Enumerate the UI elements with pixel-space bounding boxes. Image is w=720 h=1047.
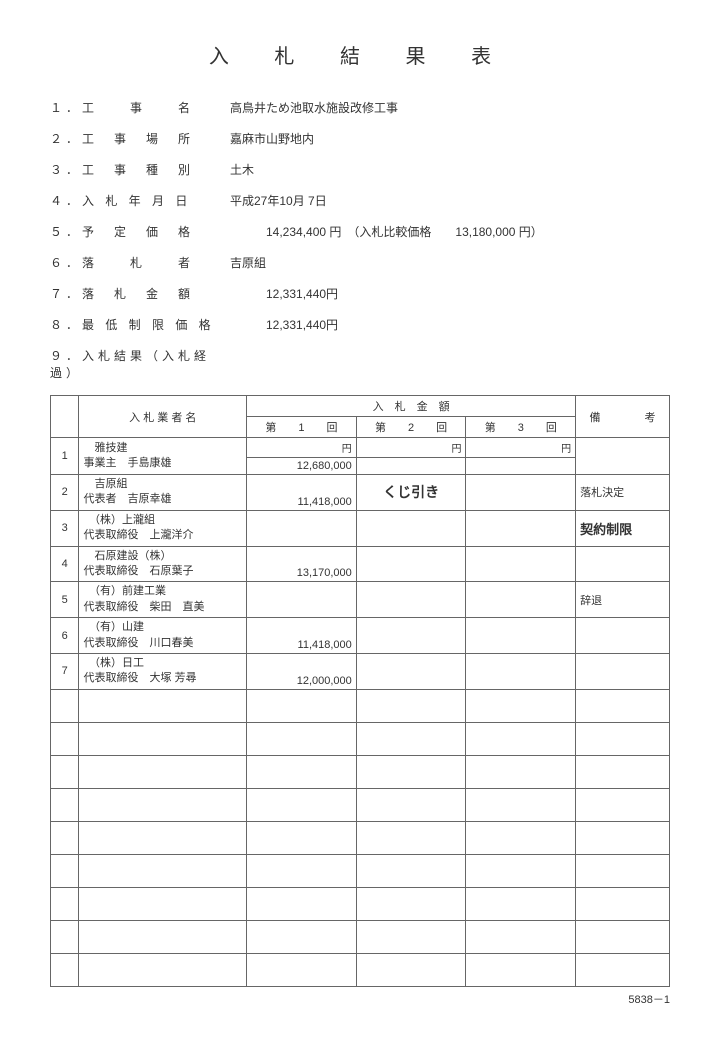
table-row <box>51 821 670 854</box>
yen-label: 円 <box>466 438 576 458</box>
info-row: ６．落 札 者吉原組 <box>50 254 670 271</box>
hdr-round2: 第 2 回 <box>356 417 466 438</box>
amount-r3 <box>466 653 576 689</box>
info-row: ３．工 事 種 別土木 <box>50 161 670 178</box>
amount-r3 <box>466 618 576 654</box>
yen-label: 円 <box>356 438 466 458</box>
amount-r1: 13,170,000 <box>247 546 357 582</box>
amount-r1 <box>247 582 357 618</box>
bid-table: 入 札 業 者 名 入 札 金 額 備 考 第 1 回 第 2 回 第 3 回 … <box>50 395 670 987</box>
hdr-amount-group: 入 札 金 額 <box>247 396 576 417</box>
row-no: 4 <box>51 546 79 582</box>
info-value: 14,234,400 円 （入札比較価格 13,180,000 円） <box>230 223 670 240</box>
info-block: １．工 事 名高鳥井ため池取水施設改修工事２．工 事 場 所嘉麻市山野地内３．工… <box>50 99 670 381</box>
bidder-name: （株）日工代表取締役 大塚 芳尋 <box>79 653 247 689</box>
info-value: 12,331,440円 <box>230 316 670 333</box>
info-label: ８．最 低 制 限 価 格 <box>50 316 230 333</box>
amount-r1 <box>247 510 357 546</box>
row-no: 7 <box>51 653 79 689</box>
table-row <box>51 953 670 986</box>
table-row <box>51 722 670 755</box>
table-row <box>51 854 670 887</box>
remark-cell: 辞退 <box>576 582 670 618</box>
amount-r3 <box>466 582 576 618</box>
remark-cell <box>576 438 670 475</box>
row-no: 3 <box>51 510 79 546</box>
info-row: ５．予 定 価 格 14,234,400 円 （入札比較価格 13,180,00… <box>50 223 670 240</box>
amount-r3 <box>466 475 576 511</box>
amount-r1: 12,000,000 <box>247 653 357 689</box>
info-value: 高鳥井ため池取水施設改修工事 <box>230 99 670 116</box>
table-row <box>51 887 670 920</box>
info-value <box>230 347 670 381</box>
remark-cell: 契約制限 <box>576 510 670 546</box>
info-row: ９．入札結果（入札経過） <box>50 347 670 381</box>
amount-r1: 12,680,000 <box>247 458 357 475</box>
hdr-bidder: 入 札 業 者 名 <box>79 396 247 438</box>
bidder-name: 吉原組代表者 吉原幸雄 <box>79 475 247 511</box>
remark-cell <box>576 618 670 654</box>
bidder-name: 石原建設（株）代表取締役 石原葉子 <box>79 546 247 582</box>
row-no: 6 <box>51 618 79 654</box>
amount-r2 <box>356 510 466 546</box>
info-label: ２．工 事 場 所 <box>50 130 230 147</box>
info-value: 嘉麻市山野地内 <box>230 130 670 147</box>
amount-r2: くじ引き <box>356 475 466 511</box>
row-no: 2 <box>51 475 79 511</box>
amount-r2 <box>356 653 466 689</box>
amount-r2 <box>356 582 466 618</box>
info-label: ３．工 事 種 別 <box>50 161 230 178</box>
amount-r2 <box>356 546 466 582</box>
page-title: 入 札 結 果 表 <box>50 40 670 69</box>
bidder-name: （有）山建代表取締役 川口春美 <box>79 618 247 654</box>
info-label: ７．落 札 金 額 <box>50 285 230 302</box>
info-value: 土木 <box>230 161 670 178</box>
amount-r2 <box>356 618 466 654</box>
table-row <box>51 788 670 821</box>
row-no: 5 <box>51 582 79 618</box>
hdr-round3: 第 3 回 <box>466 417 576 438</box>
info-label: ９．入札結果（入札経過） <box>50 347 230 381</box>
amount-r3 <box>466 458 576 475</box>
remark-cell <box>576 653 670 689</box>
amount-r1: 11,418,000 <box>247 475 357 511</box>
table-row <box>51 920 670 953</box>
bidder-name: （有）前建工業代表取締役 柴田 直美 <box>79 582 247 618</box>
info-value: 12,331,440円 <box>230 285 670 302</box>
info-label: ６．落 札 者 <box>50 254 230 271</box>
table-row <box>51 755 670 788</box>
page-number: 5838－1 <box>50 991 670 1007</box>
info-row: １．工 事 名高鳥井ため池取水施設改修工事 <box>50 99 670 116</box>
amount-r3 <box>466 546 576 582</box>
info-row: ４．入 札 年 月 日平成27年10月 7日 <box>50 192 670 209</box>
info-row: ８．最 低 制 限 価 格 12,331,440円 <box>50 316 670 333</box>
hdr-remark: 備 考 <box>576 396 670 438</box>
amount-r2 <box>356 458 466 475</box>
yen-label: 円 <box>247 438 357 458</box>
table-row <box>51 689 670 722</box>
row-no: 1 <box>51 438 79 475</box>
bidder-name: （株）上瀧組代表取締役 上瀧洋介 <box>79 510 247 546</box>
remark-cell <box>576 546 670 582</box>
bidder-name: 雅技建事業主 手島康雄 <box>79 438 247 475</box>
hdr-round1: 第 1 回 <box>247 417 357 438</box>
info-row: ７．落 札 金 額 12,331,440円 <box>50 285 670 302</box>
remark-cell: 落札決定 <box>576 475 670 511</box>
info-value: 吉原組 <box>230 254 670 271</box>
info-label: ４．入 札 年 月 日 <box>50 192 230 209</box>
amount-r3 <box>466 510 576 546</box>
info-label: １．工 事 名 <box>50 99 230 116</box>
info-row: ２．工 事 場 所嘉麻市山野地内 <box>50 130 670 147</box>
info-label: ５．予 定 価 格 <box>50 223 230 240</box>
amount-r1: 11,418,000 <box>247 618 357 654</box>
info-value: 平成27年10月 7日 <box>230 192 670 209</box>
